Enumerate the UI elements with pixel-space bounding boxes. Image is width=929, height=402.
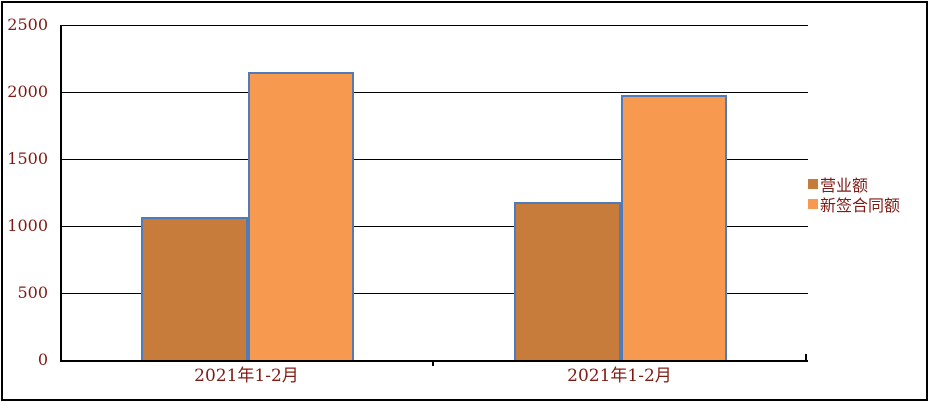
legend: 营业额 新签合同额	[808, 174, 901, 215]
axis-end-tick	[805, 354, 807, 361]
gridline-1000	[62, 226, 808, 227]
y-axis-tick-label: 2000	[7, 82, 48, 101]
legend-item-label: 新签合同额	[820, 196, 901, 215]
gridline-2000	[62, 92, 808, 93]
y-axis-tick-label: 500	[17, 283, 48, 302]
y-axis-tick-label: 1000	[7, 216, 48, 235]
y-axis-tick-label: 0	[37, 350, 48, 369]
bar-营业额-group1	[141, 217, 248, 360]
category-boundary-tick	[432, 362, 434, 366]
bar-营业额-group2	[514, 202, 621, 360]
plot-area	[60, 25, 808, 362]
legend-swatch-icon	[808, 179, 818, 189]
bar-新签合同额-group1	[248, 72, 354, 360]
gridline-1500	[62, 159, 808, 160]
y-axis-tick-label: 2500	[7, 15, 48, 34]
x-axis-category-label: 2021年1-2月	[567, 366, 672, 386]
y-axis-tick-label: 1500	[7, 149, 48, 168]
legend-swatch-icon	[808, 199, 818, 209]
bar-新签合同额-group2	[621, 95, 727, 360]
legend-item: 新签合同额	[808, 194, 901, 215]
legend-item: 营业额	[808, 174, 900, 195]
gridline-2500	[62, 25, 808, 26]
legend-item-label: 营业额	[820, 176, 869, 195]
x-axis-category-label: 2021年1-2月	[194, 366, 299, 386]
gridline-500	[62, 293, 808, 294]
